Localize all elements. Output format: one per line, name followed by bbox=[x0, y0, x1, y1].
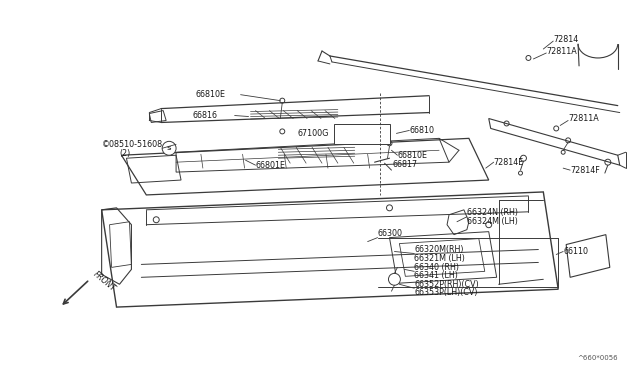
Text: 66810E: 66810E bbox=[196, 90, 226, 99]
Circle shape bbox=[388, 273, 401, 285]
Circle shape bbox=[162, 141, 176, 155]
Text: 66321M (LH): 66321M (LH) bbox=[414, 254, 465, 263]
Text: FRONT: FRONT bbox=[92, 269, 117, 293]
Text: 66810E: 66810E bbox=[397, 151, 428, 160]
FancyBboxPatch shape bbox=[334, 125, 390, 144]
Text: 66340 (RH): 66340 (RH) bbox=[414, 263, 460, 272]
Text: 66320M(RH): 66320M(RH) bbox=[414, 245, 464, 254]
Text: ©08510-51608: ©08510-51608 bbox=[102, 140, 163, 149]
Text: 66352P(RH)(CV): 66352P(RH)(CV) bbox=[414, 280, 479, 289]
Text: 66817: 66817 bbox=[392, 160, 417, 169]
Text: S: S bbox=[167, 146, 172, 151]
Text: 66816: 66816 bbox=[193, 111, 218, 120]
Text: ^660*0056: ^660*0056 bbox=[577, 355, 618, 361]
Text: 66341 (LH): 66341 (LH) bbox=[414, 271, 458, 280]
Text: 72811A: 72811A bbox=[547, 46, 577, 55]
Text: 72814E: 72814E bbox=[493, 158, 524, 167]
Text: 66324M (LH): 66324M (LH) bbox=[467, 217, 518, 226]
Text: 66353P(LH)(CV): 66353P(LH)(CV) bbox=[414, 288, 478, 297]
Text: (2): (2) bbox=[120, 149, 131, 158]
Text: 72814F: 72814F bbox=[570, 166, 600, 174]
Text: 72814: 72814 bbox=[553, 35, 579, 44]
Text: 67100G: 67100G bbox=[297, 129, 328, 138]
Text: 66801E: 66801E bbox=[255, 161, 285, 170]
Text: 66810: 66810 bbox=[410, 126, 435, 135]
Text: 66110: 66110 bbox=[563, 247, 588, 256]
Text: 72811A: 72811A bbox=[568, 114, 599, 123]
Text: 66324N (RH): 66324N (RH) bbox=[467, 208, 518, 217]
Text: 66300: 66300 bbox=[378, 229, 403, 238]
